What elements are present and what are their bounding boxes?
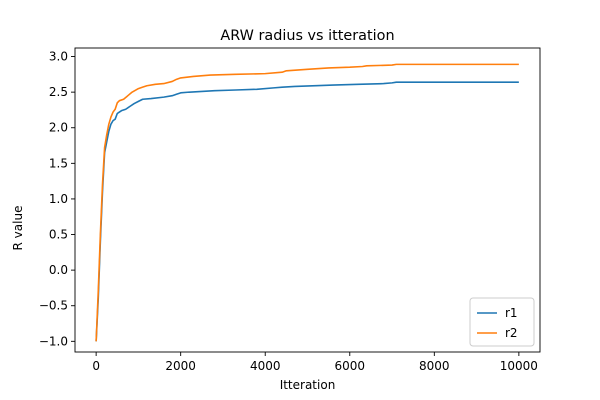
legend-label-r1: r1 xyxy=(505,306,518,320)
y-tick-label: 3.0 xyxy=(49,50,68,64)
x-tick-label: 4000 xyxy=(250,359,281,373)
y-tick-label: 0.5 xyxy=(49,228,68,242)
y-tick-label: 1.0 xyxy=(49,192,68,206)
x-tick-label: 2000 xyxy=(165,359,196,373)
series-line-r2 xyxy=(95,63,519,342)
x-tick-label: 8000 xyxy=(419,359,450,373)
x-tick-label: 6000 xyxy=(334,359,365,373)
x-tick-label: 0 xyxy=(92,359,100,373)
plot-frame xyxy=(74,47,541,353)
y-tick-label: −0.5 xyxy=(39,299,68,313)
x-axis: 0 2000 4000 6000 8000 10000 xyxy=(92,352,538,373)
y-tick-label: 0.0 xyxy=(49,263,68,277)
y-axis-label: R value xyxy=(11,206,25,251)
x-axis-label: Itteration xyxy=(280,378,336,392)
y-tick-label: 1.5 xyxy=(49,156,68,170)
y-tick-label: −1.0 xyxy=(39,334,68,348)
x-tick-label: 10000 xyxy=(500,359,538,373)
y-axis: −1.0 −0.5 0.0 0.5 1.0 1.5 2.0 2.5 3.0 xyxy=(39,50,75,348)
y-tick-label: 2.5 xyxy=(49,85,68,99)
plot-area xyxy=(74,47,541,353)
legend-label-r2: r2 xyxy=(505,326,518,340)
legend-box xyxy=(469,297,535,347)
y-tick-label: 2.0 xyxy=(49,121,68,135)
chart-title: ARW radius vs itteration xyxy=(220,28,394,44)
series-line-r1 xyxy=(95,81,519,342)
